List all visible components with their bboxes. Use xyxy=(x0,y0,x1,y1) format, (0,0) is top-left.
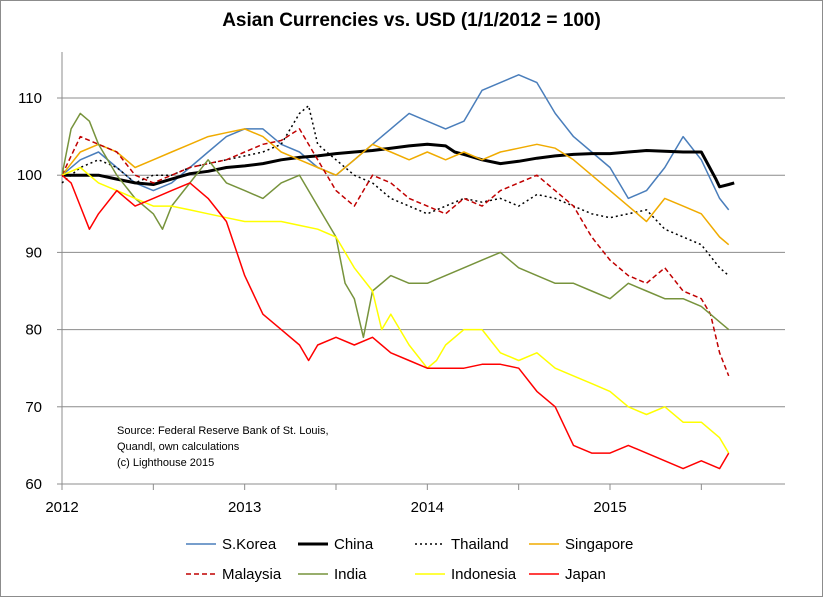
legend-label: Indonesia xyxy=(451,566,517,583)
y-tick-label: 100 xyxy=(17,167,42,184)
legend-label: Singapore xyxy=(565,536,633,553)
y-tick-label: 60 xyxy=(25,476,42,493)
axes xyxy=(57,52,785,490)
y-tick-label: 110 xyxy=(18,90,42,107)
series-line-japan xyxy=(61,174,730,470)
series-line-india xyxy=(61,112,730,339)
y-tick-label: 70 xyxy=(25,399,42,416)
legend-label: Japan xyxy=(565,566,606,583)
series-lines xyxy=(61,74,735,470)
source-line: Quandl, own calculations xyxy=(117,441,240,453)
y-tick-label: 90 xyxy=(25,244,42,261)
series-line-skorea xyxy=(61,74,730,211)
x-tick-label: 2015 xyxy=(593,499,626,516)
y-tick-labels: 60 70 80 90 100 110 xyxy=(17,90,42,493)
legend-label: S.Korea xyxy=(222,536,277,553)
source-note: Source: Federal Reserve Bank of St. Loui… xyxy=(117,423,329,471)
legend-label: Thailand xyxy=(451,536,509,553)
legend-label: India xyxy=(334,566,367,583)
x-tick-label: 2014 xyxy=(411,499,444,516)
y-tick-label: 80 xyxy=(25,322,42,339)
x-tick-label: 2013 xyxy=(228,499,261,516)
source-line: Source: Federal Reserve Bank of St. Loui… xyxy=(117,425,329,437)
series-line-singapore xyxy=(61,128,730,246)
x-tick-label: 2012 xyxy=(45,499,78,516)
legend-label: Malaysia xyxy=(222,566,282,583)
legend: S.Korea China Thailand Singapore Malaysia Ind… xyxy=(186,536,633,583)
series-line-malaysia xyxy=(61,128,730,377)
series-line-indonesia xyxy=(61,166,730,454)
chart-title: Asian Currencies vs. USD (1/1/2012 = 100… xyxy=(222,10,601,31)
x-tick-labels: 2012 2013 2014 2015 xyxy=(45,499,626,516)
series-line-china xyxy=(62,142,735,189)
series-line-thailand xyxy=(61,104,730,277)
legend-label: China xyxy=(334,536,374,553)
source-line: (c) Lighthouse 2015 xyxy=(117,457,215,469)
